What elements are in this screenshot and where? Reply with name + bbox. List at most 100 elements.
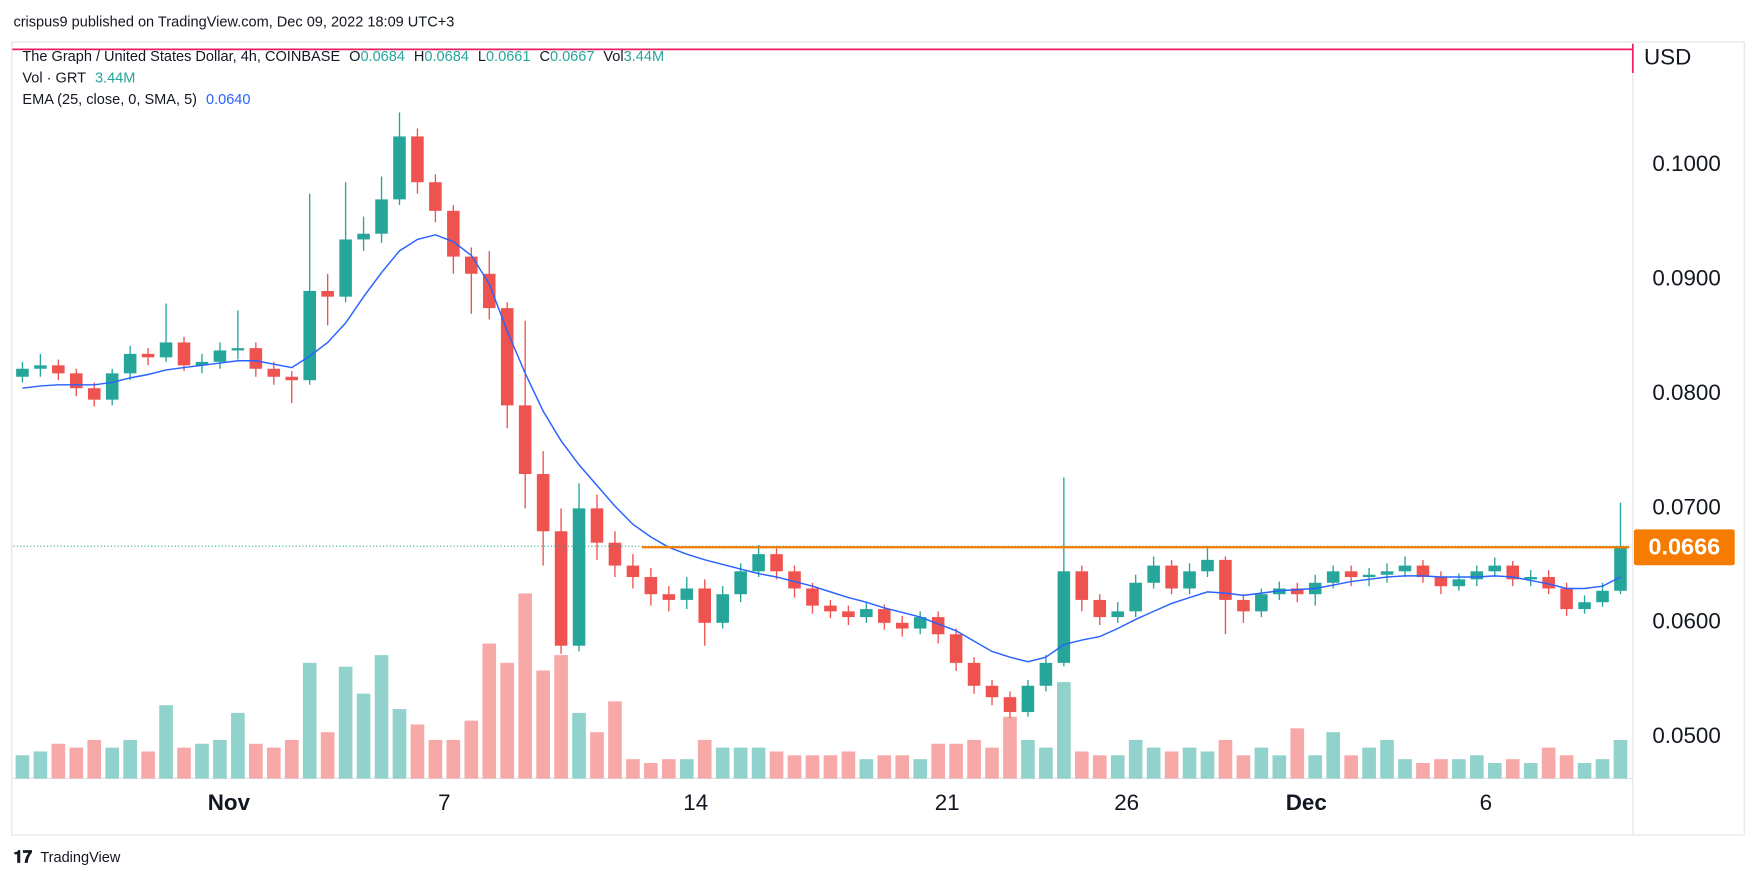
y-tick-label: 0.0800 [1652,380,1720,405]
candle-body [1398,565,1412,572]
candle-body [860,609,873,618]
candle-body [34,365,47,369]
volume-bar [1308,755,1323,779]
candle-body [1524,577,1537,580]
volume-legend: Vol · GRT 3.44M [22,70,135,86]
volume-bar [572,712,586,779]
candle-body [357,233,370,240]
candle-body [447,210,460,257]
candle-body [1614,546,1627,591]
legend-line: The Graph / United States Dollar, 4h, CO… [22,49,664,65]
volume-bar [302,662,317,779]
candle-body [949,634,963,663]
volume-bar [33,751,48,779]
x-tick-label: 7 [438,790,450,815]
candle-body [1075,571,1089,600]
legend-key: Vol [603,49,623,65]
volume-bar [1021,739,1035,779]
candle-body [698,588,712,623]
volume-bar [1434,759,1448,779]
volume-bar [1595,759,1610,779]
candle-body [842,611,855,618]
candle-body [1237,599,1250,612]
volume-bar [1362,747,1376,779]
candle-body [249,348,263,369]
candle-body [195,361,209,366]
volume-bar [177,747,191,779]
candle-body [1596,590,1609,603]
volume-bar [1218,739,1233,779]
volume-bar [626,759,640,779]
candle-body [411,136,424,183]
volume-bar [913,759,928,779]
candle-body [824,605,837,612]
volume-bar [1074,751,1089,779]
footer: TradingView [40,850,121,866]
volume-bar [536,670,550,779]
volume-bar [877,755,892,779]
volume-bar [823,755,838,779]
volume-bar [1128,739,1143,779]
volume-value: 3.44M [95,70,135,86]
volume-bar [554,655,568,779]
volume-bar [374,655,389,779]
volume-bar [1452,759,1466,779]
volume-bar [1577,763,1592,779]
candle-body [52,365,65,374]
publish-header: crispus9 published on TradingView.com, D… [13,14,454,30]
candle-body [1452,579,1466,587]
volume-bar [590,732,604,779]
volume-bar [87,739,102,779]
candle-body [1147,565,1160,583]
volume-bar [805,755,820,779]
ema-line [22,234,1621,663]
candle-body [465,256,478,274]
volume-bar [159,705,173,779]
candle-body [1542,577,1555,589]
candle-body [1470,571,1484,580]
ema-legend: EMA (25, close, 0, SMA, 5) 0.0640 [22,92,250,108]
candle-body [554,531,568,646]
volume-bar [1344,755,1358,779]
volume-bar [500,662,515,779]
volume-bar [1164,751,1179,779]
volume-bar [715,747,730,779]
volume-bar [1272,755,1287,779]
volume-label: Vol · GRT [22,70,86,86]
candle-body [1380,571,1394,575]
volume-bar [1470,755,1484,779]
candle-body [393,136,406,200]
candle-body [913,617,927,629]
candle-body [590,508,604,543]
candle-body [788,571,801,589]
volume-bar [392,709,407,779]
volume-bar [1110,755,1125,779]
x-tick-label: Dec [1286,790,1327,815]
chart-frame [11,41,1745,836]
candle-body [536,474,550,532]
volume-bar [123,739,137,779]
candle-body [1219,559,1232,600]
volume-bar [1541,747,1556,779]
candle-body [1416,565,1430,578]
candle-body [878,609,891,623]
volume-bar [195,743,209,779]
candle-body [931,617,945,635]
x-tick-label: 14 [683,790,708,815]
candle-body [1057,571,1071,663]
legend-value: 0.0661 [486,49,531,65]
volume-bar [320,732,335,779]
candle-body [1111,611,1124,618]
volume-bar [608,701,622,779]
volume-bar [1326,732,1341,779]
volume-bar [266,747,281,779]
candle-body [770,554,783,572]
volume-bar [895,755,910,779]
candle-body [303,290,316,381]
candle-body [429,182,442,211]
candle-body [1183,571,1196,589]
y-tick-label: 0.0700 [1652,494,1720,519]
candle-body [1255,594,1268,612]
legend-value: 0.0684 [424,49,469,65]
